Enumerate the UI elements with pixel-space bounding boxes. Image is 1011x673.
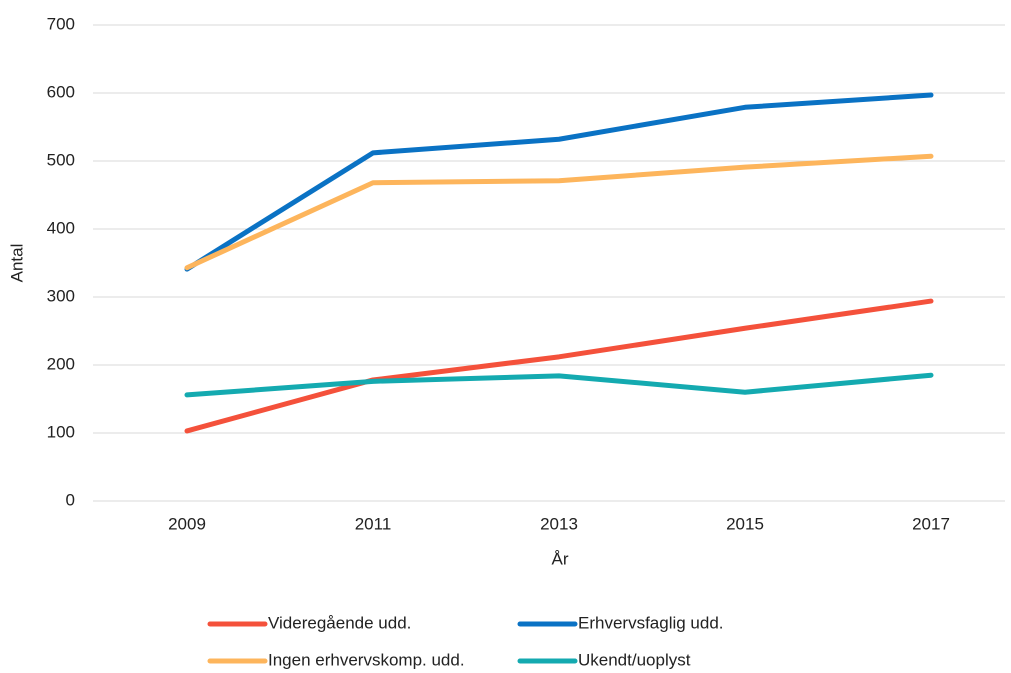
y-axis-label: Antal bbox=[7, 244, 26, 283]
series-line bbox=[184, 298, 934, 434]
x-tick-label: 2017 bbox=[912, 514, 950, 533]
y-tick-label: 700 bbox=[47, 14, 75, 33]
y-tick-label: 200 bbox=[47, 354, 75, 373]
series-line bbox=[184, 153, 934, 271]
legend-label: Ukendt/uoplyst bbox=[578, 650, 691, 669]
legend-label: Ingen erhvervskomp. udd. bbox=[268, 650, 465, 669]
y-tick-label: 0 bbox=[66, 490, 75, 509]
x-tick-label: 2011 bbox=[355, 514, 392, 533]
x-tick-label: 2013 bbox=[540, 514, 578, 533]
y-tick-label: 600 bbox=[47, 82, 75, 101]
legend-label: Erhvervsfaglig udd. bbox=[578, 613, 724, 632]
series-line bbox=[184, 372, 934, 398]
series-line bbox=[184, 92, 934, 272]
y-tick-label: 500 bbox=[47, 150, 75, 169]
y-tick-label: 100 bbox=[47, 422, 75, 441]
y-tick-label: 400 bbox=[47, 218, 75, 237]
x-axis-label: År bbox=[552, 549, 569, 568]
y-tick-label: 300 bbox=[47, 286, 75, 305]
x-tick-label: 2009 bbox=[168, 514, 206, 533]
legend-label: Videregående udd. bbox=[268, 613, 411, 632]
x-tick-label: 2015 bbox=[726, 514, 764, 533]
